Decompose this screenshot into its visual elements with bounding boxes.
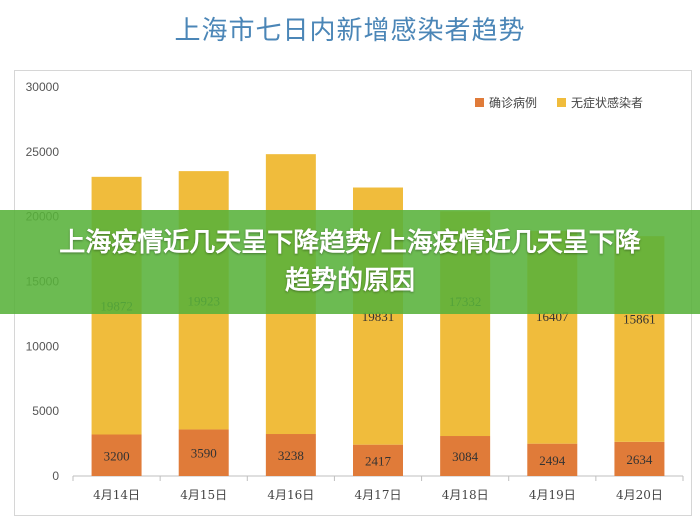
bar-confirmed [91,434,142,476]
y-tick-label: 10000 [26,339,60,353]
legend-label-confirmed: 确诊病例 [489,95,537,110]
bar-confirmed [440,436,491,476]
headline-banner[interactable]: 上海疫情近几天呈下降趋势/上海疫情近几天呈下降趋势的原因 [0,210,700,314]
legend-swatch-confirmed [475,98,484,107]
value-label-confirmed: 2494 [539,453,566,468]
x-category-label: 4月20日 [616,488,663,502]
x-category-label: 4月14日 [93,488,140,502]
bar-confirmed [614,441,665,476]
y-tick-label: 25000 [26,145,60,159]
y-tick-label: 5000 [32,404,59,418]
y-tick-label: 0 [52,469,59,483]
bar-confirmed [178,429,229,476]
bar-confirmed [527,443,578,476]
value-label-confirmed: 3590 [191,446,217,461]
value-label-confirmed: 3200 [104,448,130,463]
x-category-label: 4月16日 [267,488,314,502]
value-label-confirmed: 2417 [365,453,392,468]
x-category-label: 4月17日 [355,488,402,502]
legend-swatch-asymptomatic [557,98,566,107]
chart-title: 上海市七日内新增感染者趋势 [174,16,526,46]
value-label-confirmed: 3238 [278,448,304,463]
headline-text[interactable]: 上海疫情近几天呈下降趋势/上海疫情近几天呈下降趋势的原因 [59,228,641,296]
bar-confirmed [265,434,316,476]
value-label-asymptomatic: 15861 [623,311,656,326]
x-category-label: 4月15日 [180,488,227,502]
legend-label-asymptomatic: 无症状感染者 [571,95,643,110]
y-tick-label: 30000 [26,80,60,94]
x-category-label: 4月18日 [442,488,489,502]
value-label-confirmed: 2634 [626,452,653,467]
x-category-label: 4月19日 [529,488,576,502]
bar-confirmed [353,444,403,476]
value-label-confirmed: 3084 [452,449,479,464]
